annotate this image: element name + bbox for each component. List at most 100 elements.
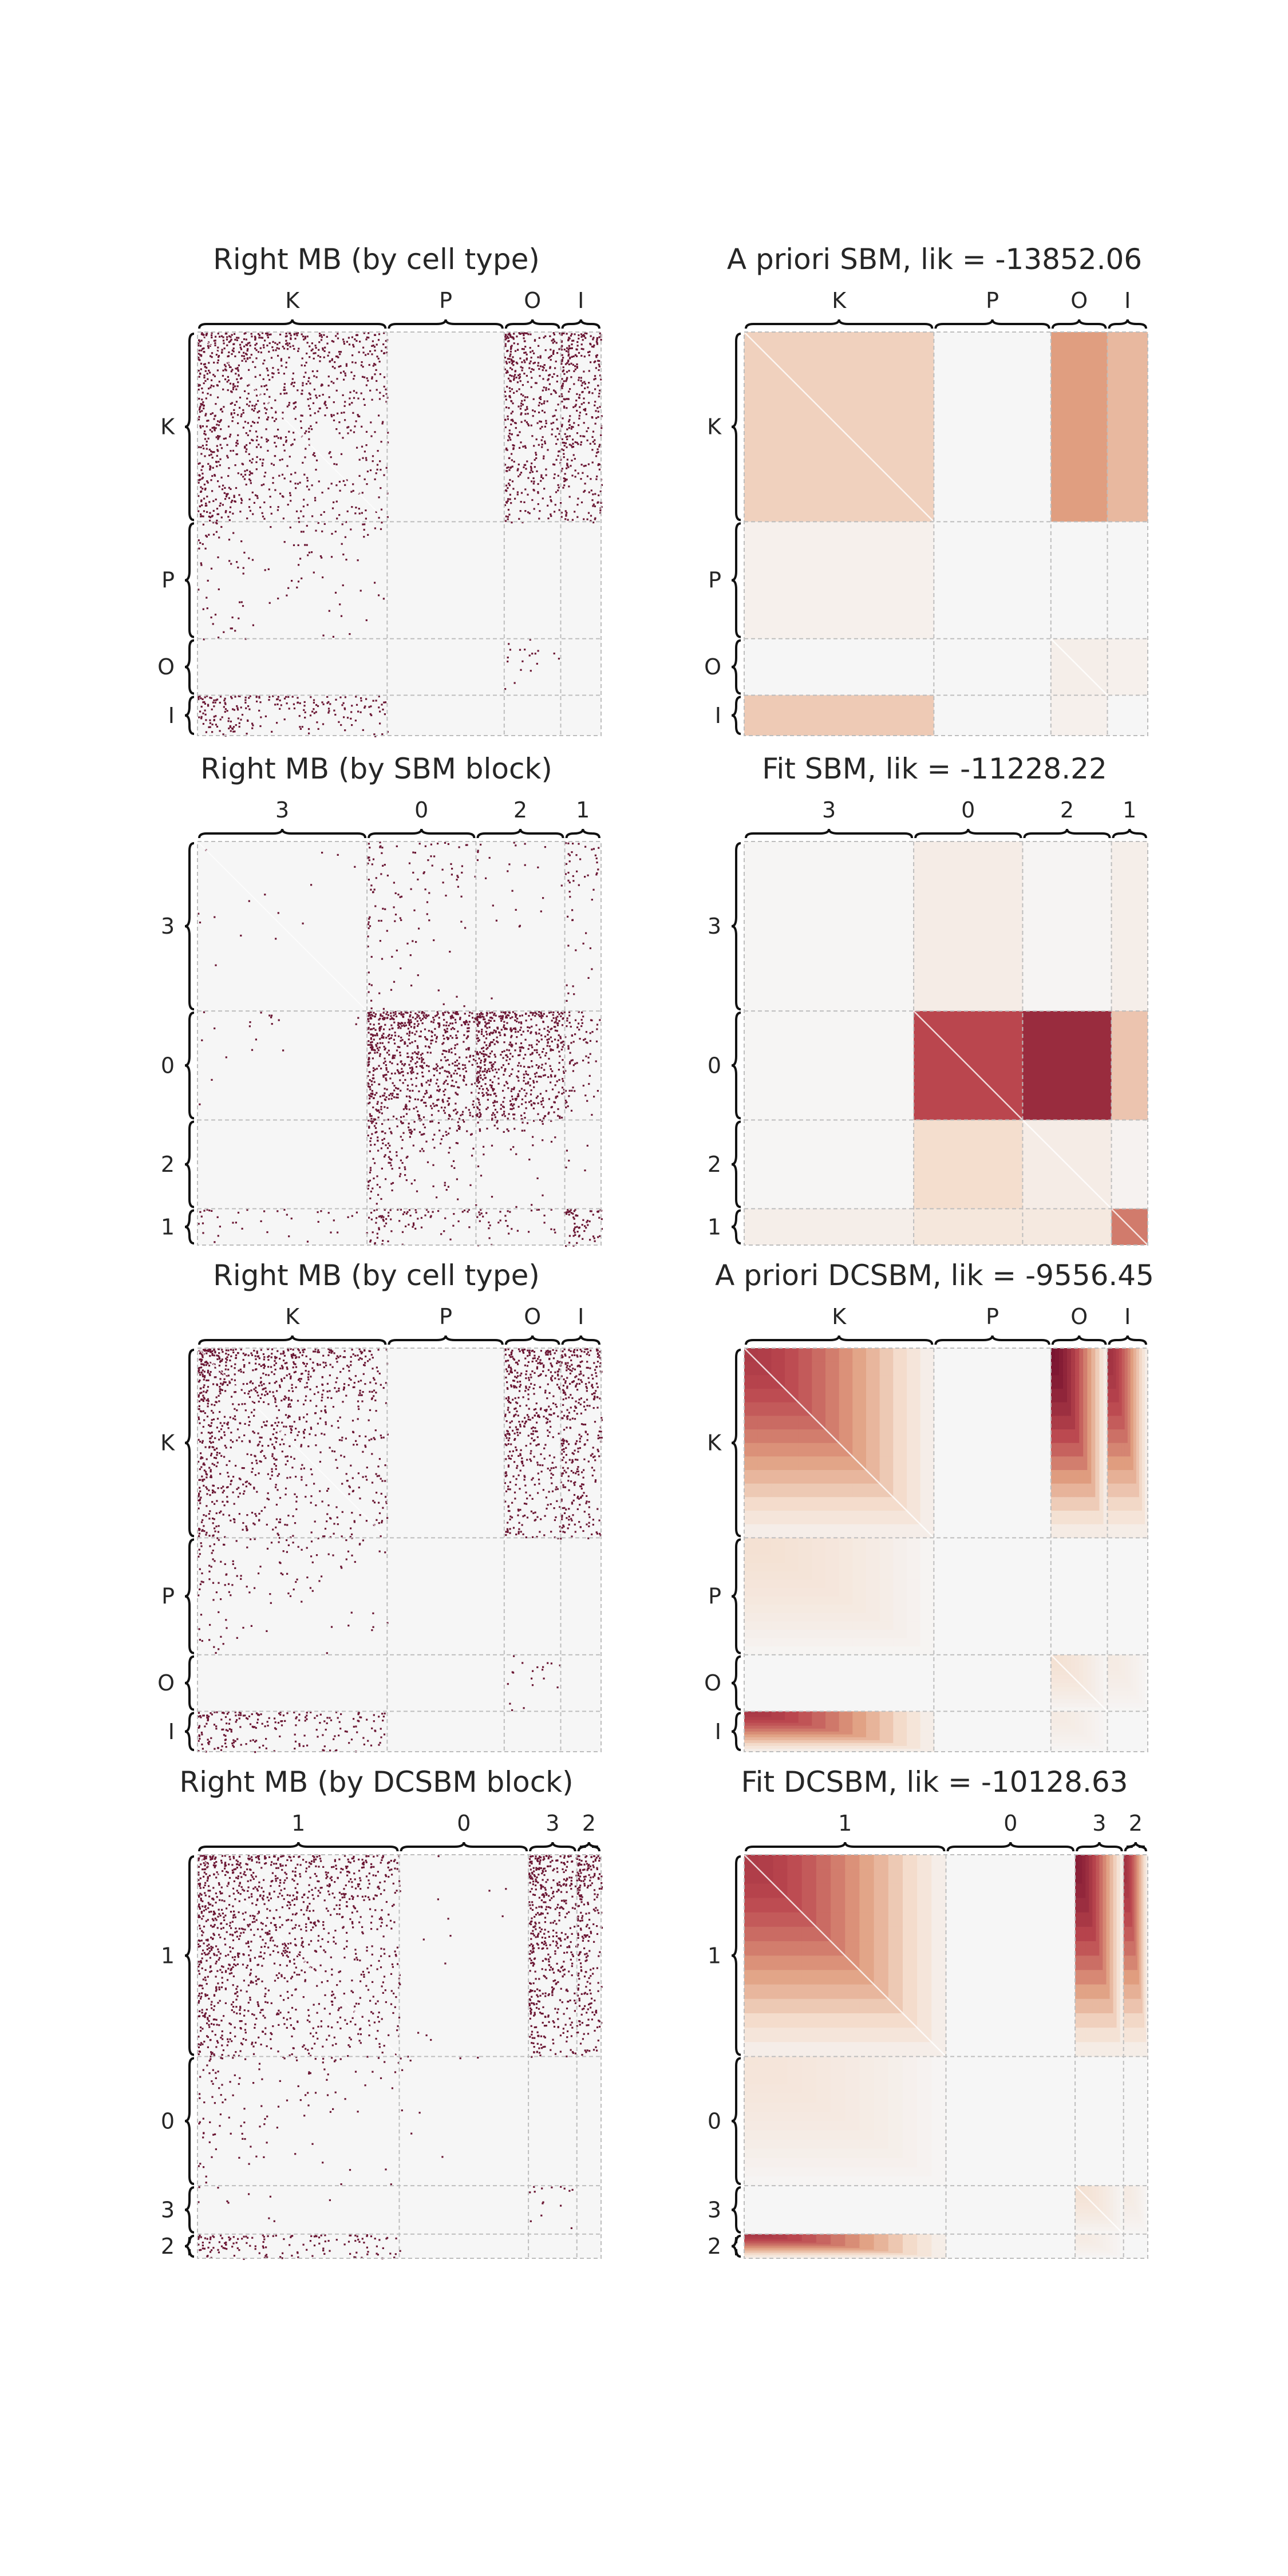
edge-mark — [274, 1459, 276, 1461]
edge-mark — [430, 1078, 432, 1081]
edge-mark — [328, 1351, 330, 1353]
edge-mark — [315, 376, 318, 378]
edge-mark — [511, 1029, 513, 1031]
edge-mark — [354, 512, 357, 515]
edge-mark — [441, 1043, 444, 1045]
edge-mark — [268, 350, 270, 353]
edge-mark — [503, 1073, 505, 1076]
panel-title: Right MB (by SBM block) — [200, 752, 552, 785]
edge-mark — [234, 1373, 236, 1376]
edge-mark — [469, 1114, 471, 1116]
edge-mark — [237, 709, 239, 711]
edge-mark — [365, 698, 368, 700]
edge-mark — [200, 1360, 203, 1362]
edge-mark — [365, 457, 368, 459]
edge-mark — [424, 1093, 426, 1095]
edge-mark — [433, 1147, 436, 1149]
edge-mark — [566, 464, 568, 467]
edge-mark — [531, 368, 533, 370]
edge-mark — [500, 1066, 503, 1069]
edge-mark — [562, 1080, 564, 1082]
edge-mark — [521, 1121, 524, 1124]
edge-mark — [572, 880, 575, 882]
edge-mark — [280, 437, 282, 439]
edge-mark — [425, 1017, 427, 1020]
edge-mark — [424, 1126, 426, 1129]
edge-mark — [255, 696, 258, 698]
edge-mark — [413, 909, 416, 911]
edge-mark — [205, 1349, 208, 1352]
edge-mark — [203, 407, 205, 410]
edge-mark — [592, 521, 595, 524]
edge-mark — [343, 716, 345, 718]
edge-mark — [208, 1518, 211, 1520]
edge-mark — [421, 1059, 423, 1061]
edge-mark — [242, 1383, 244, 1385]
edge-mark — [353, 397, 355, 399]
edge-mark — [588, 382, 590, 384]
edge-mark — [505, 337, 508, 339]
edge-mark — [595, 1040, 598, 1042]
edge-mark — [514, 422, 516, 424]
edge-mark — [521, 1103, 523, 1105]
edge-mark — [540, 1015, 543, 1017]
edge-mark — [596, 501, 599, 504]
edge-mark — [515, 1016, 517, 1018]
edge-mark — [231, 627, 233, 630]
edge-mark — [211, 1210, 213, 1212]
edge-mark — [452, 1027, 454, 1029]
edge-mark — [370, 1117, 373, 1120]
edge-mark — [533, 508, 535, 510]
edge-mark — [330, 456, 332, 459]
edge-mark — [232, 350, 235, 353]
edge-mark — [396, 1063, 399, 1065]
edge-mark — [413, 1108, 415, 1110]
edge-mark — [388, 1038, 390, 1040]
edge-mark — [310, 884, 313, 886]
edge-mark — [385, 1079, 388, 1081]
edge-mark — [543, 1117, 545, 1120]
edge-mark — [367, 1012, 369, 1014]
edge-mark — [594, 854, 596, 856]
edge-mark — [238, 1436, 240, 1439]
edge-mark — [516, 469, 519, 472]
panel-title: Fit SBM, lik = -11228.22 — [762, 752, 1107, 785]
edge-mark — [570, 1208, 572, 1211]
edge-mark — [583, 518, 585, 520]
edge-mark — [416, 1190, 418, 1192]
edge-mark — [218, 381, 220, 383]
edge-mark — [505, 470, 508, 472]
edge-mark — [555, 442, 558, 445]
edge-mark — [320, 339, 323, 341]
edge-mark — [202, 515, 204, 517]
edge-mark — [532, 477, 535, 479]
edge-mark — [240, 497, 242, 500]
edge-mark — [234, 464, 236, 467]
edge-mark — [376, 1052, 378, 1054]
edge-mark — [362, 457, 364, 459]
edge-mark — [462, 1111, 464, 1113]
edge-mark — [479, 1074, 481, 1076]
edge-mark — [417, 878, 419, 880]
edge-mark — [354, 866, 356, 868]
edge-mark — [203, 701, 206, 703]
edge-mark — [305, 1355, 307, 1357]
edge-mark — [394, 892, 397, 894]
edge-mark — [540, 1076, 542, 1078]
edge-mark — [367, 923, 369, 926]
edge-mark — [381, 1042, 384, 1044]
edge-mark — [571, 1089, 573, 1092]
edge-mark — [307, 1445, 310, 1448]
edge-mark — [565, 515, 567, 517]
edge-mark — [290, 337, 292, 339]
edge-mark — [528, 367, 531, 369]
edge-mark — [208, 534, 210, 536]
edge-mark — [447, 1186, 449, 1188]
edge-mark — [483, 1061, 485, 1063]
edge-mark — [512, 1098, 514, 1100]
edge-mark — [476, 1113, 479, 1115]
edge-mark — [213, 1354, 215, 1357]
edge-mark — [387, 1119, 389, 1121]
edge-mark — [448, 1103, 450, 1105]
edge-mark — [343, 708, 346, 710]
